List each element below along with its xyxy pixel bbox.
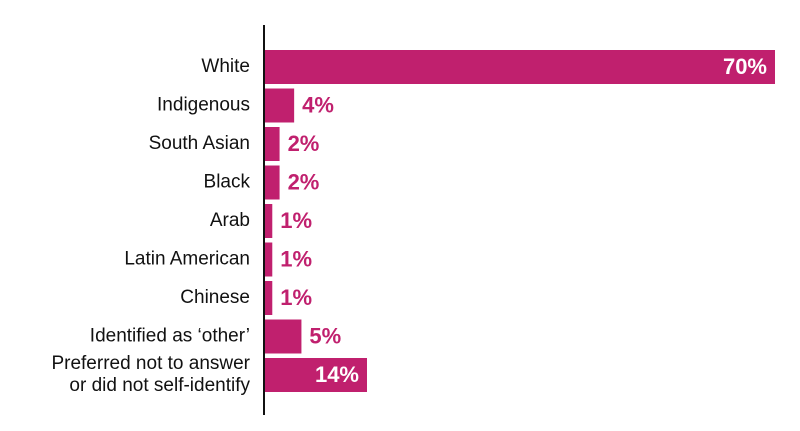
bar <box>265 319 302 354</box>
category-label: Latin American <box>124 249 250 270</box>
category-label: Indigenous <box>157 95 250 116</box>
category-label: Identified as ‘other’ <box>90 326 250 347</box>
bar <box>265 204 273 238</box>
value-label: 1% <box>280 208 312 233</box>
category-label: Chinese <box>180 287 250 308</box>
value-label: 1% <box>280 285 312 310</box>
bar <box>265 281 273 315</box>
value-label: 2% <box>288 169 320 194</box>
bar <box>265 88 295 123</box>
category-label: White <box>201 56 250 77</box>
category-label: Preferred not to answer or did not self-i… <box>51 353 250 396</box>
value-label: 2% <box>288 131 320 156</box>
value-label: 4% <box>302 92 334 117</box>
value-label: 70% <box>723 54 767 79</box>
value-label: 5% <box>309 323 341 348</box>
bar <box>265 165 280 200</box>
category-label: Black <box>204 172 251 193</box>
category-label: South Asian <box>149 133 250 154</box>
value-label: 1% <box>280 246 312 271</box>
bar <box>265 127 280 161</box>
category-label: Arab <box>210 210 250 231</box>
bar <box>265 242 273 277</box>
bar <box>265 358 367 392</box>
bar <box>265 50 775 84</box>
value-label: 14% <box>315 362 359 387</box>
